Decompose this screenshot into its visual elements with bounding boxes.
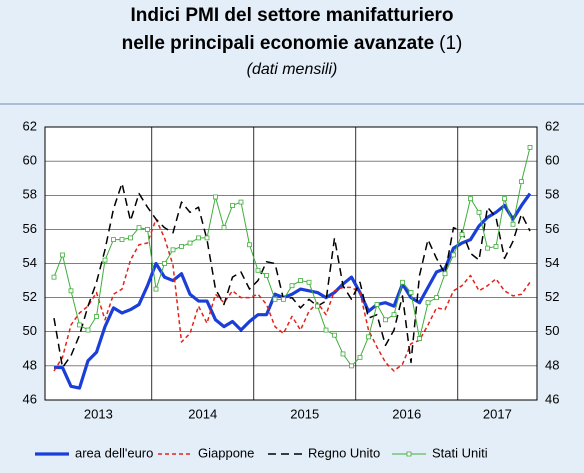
series-marker [434,295,439,301]
y-tick-label: 50 [23,323,37,338]
series-marker [527,145,533,150]
series-marker [264,273,269,278]
series-marker [162,261,167,266]
series-marker [281,296,286,302]
series-marker [476,209,482,215]
series-marker [323,327,329,333]
legend-label: area dell'euro [75,445,153,460]
legend-label: Regno Unito [308,445,380,460]
series-marker [468,196,473,202]
series-marker [136,225,142,231]
series-marker [519,179,524,185]
series-line [53,182,531,369]
series-marker [204,235,210,241]
x-tick-label: 2016 [392,406,421,421]
series-marker [306,279,312,285]
y-tick-label: 54 [23,255,37,270]
series-marker [272,296,278,302]
series-marker [102,257,108,263]
series-marker [221,225,227,231]
series-marker [374,302,380,307]
series-marker [60,252,65,258]
series-marker [485,245,490,251]
series-line [54,192,532,390]
series-marker [145,226,150,232]
series-marker [400,279,405,285]
series-marker [459,232,465,237]
series-marker [332,332,337,338]
x-tick-label: 2014 [188,406,217,421]
title-note: (1) [439,33,462,54]
y2-tick-label: 48 [545,357,559,372]
chart-title: nelle principali economie avanzate (1) [122,33,463,54]
series-marker [408,290,414,295]
y2-tick-label: 46 [545,391,559,406]
series-marker [170,247,176,253]
y-tick-label: 58 [23,187,37,202]
x-tick-label: 2013 [84,406,113,421]
legend-marker [406,451,412,457]
series-marker [510,221,516,227]
series-marker [196,235,201,241]
series-marker [417,336,422,341]
series-marker [366,334,371,340]
y-tick-label: 48 [23,357,37,372]
series-marker [391,312,397,318]
legend-label: Giappone [198,445,254,460]
series-marker [230,203,235,208]
series-marker [451,252,456,258]
series-marker [298,278,303,283]
chart-title: Indici PMI del settore manifatturiero [130,5,453,26]
series-marker [111,237,116,243]
series-marker [153,286,159,292]
series-marker [213,194,218,200]
series-marker [289,283,295,289]
y2-tick-label: 60 [545,153,559,168]
series-marker [357,354,363,360]
x-tick-label: 2017 [483,406,512,421]
series-marker [442,271,448,277]
legend-label: Stati Uniti [432,445,488,460]
series-marker [68,288,74,294]
series-marker [493,244,499,249]
y-tick-label: 46 [23,391,37,406]
series-marker [340,351,346,357]
series-marker [349,363,354,369]
series-marker [238,199,244,205]
series-marker [502,196,507,202]
y-tick-label: 56 [23,221,37,236]
series-marker [179,244,184,249]
y2-tick-label: 50 [545,323,559,338]
y2-tick-label: 56 [545,221,559,236]
series-marker [425,300,431,306]
y-tick-label: 60 [23,153,37,168]
series-marker [315,303,320,309]
series-marker [94,313,99,319]
series-marker [187,240,193,246]
series-marker [247,242,252,248]
y-tick-label: 52 [23,289,37,304]
series-marker [119,237,125,243]
y2-tick-label: 62 [545,118,559,133]
y-tick-label: 62 [23,118,37,133]
series-line [53,218,531,372]
y2-tick-label: 52 [545,289,559,304]
y2-tick-label: 58 [545,187,559,202]
series-marker [85,327,91,333]
x-tick-label: 2015 [290,406,319,421]
series-marker [383,317,388,323]
chart-subtitle: (dati mensili) [247,61,338,78]
series-marker [255,267,261,273]
chart-title: nelle principali economie avanzate [122,33,435,54]
series-marker [51,274,57,280]
series-marker [128,235,133,241]
y2-tick-label: 54 [545,255,559,270]
series-marker [77,322,82,328]
